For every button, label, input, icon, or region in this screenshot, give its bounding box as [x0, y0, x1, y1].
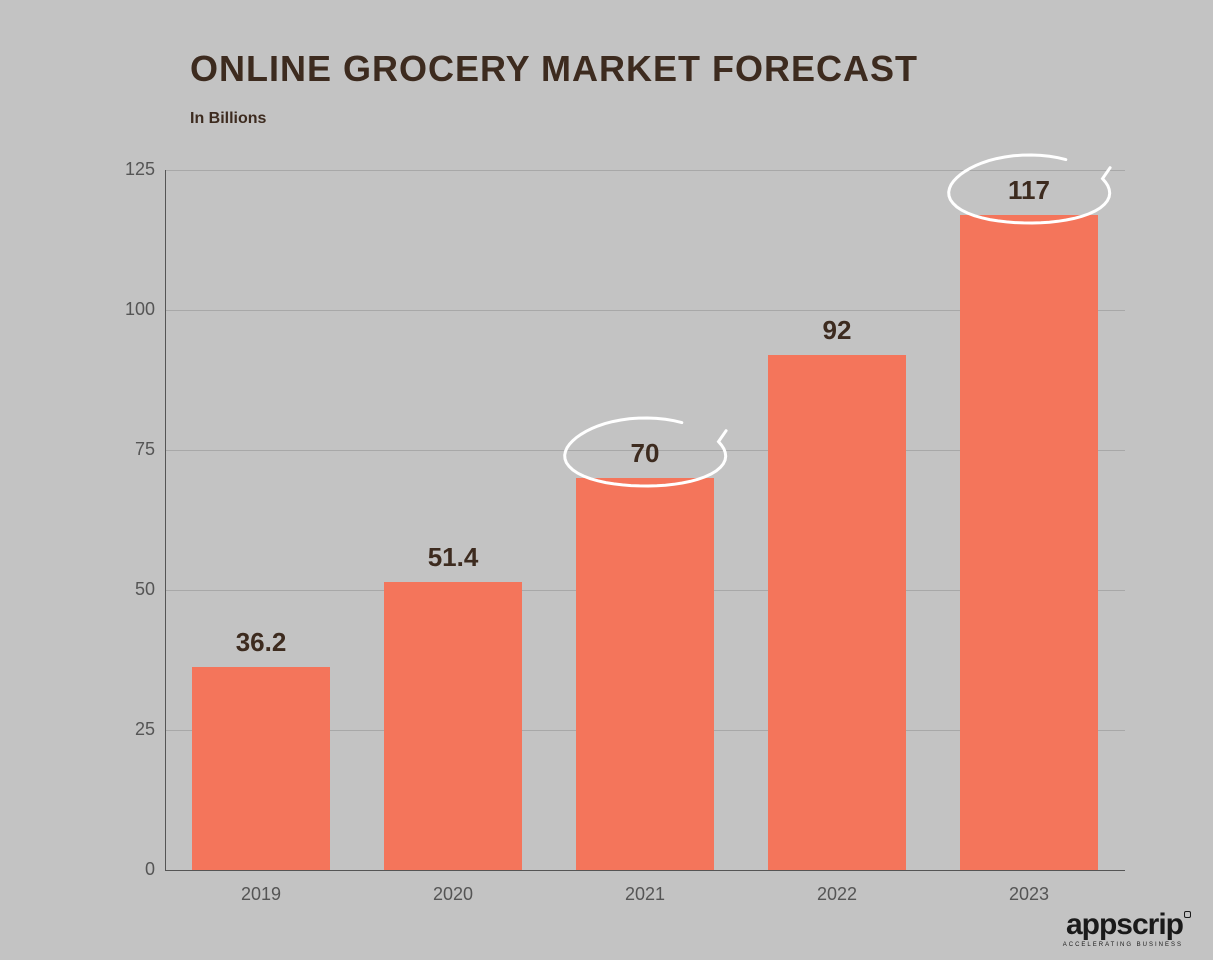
bar-value-label: 36.2 — [192, 627, 330, 658]
x-tick-label: 2023 — [933, 884, 1125, 905]
y-tick-label: 25 — [95, 719, 155, 740]
bar-value-label: 70 — [576, 438, 714, 469]
y-tick-label: 125 — [95, 159, 155, 180]
bar — [576, 478, 714, 870]
y-axis — [165, 170, 166, 870]
bar — [192, 667, 330, 870]
y-tick-label: 50 — [95, 579, 155, 600]
x-tick-label: 2020 — [357, 884, 549, 905]
bar — [384, 582, 522, 870]
bar — [960, 215, 1098, 870]
brand-tagline: ACCELERATING BUSINESS — [1063, 942, 1183, 948]
bar — [768, 355, 906, 870]
x-tick-label: 2019 — [165, 884, 357, 905]
x-axis — [165, 870, 1125, 871]
logo-mark-icon — [1184, 911, 1191, 918]
bar-value-label: 51.4 — [384, 542, 522, 573]
x-tick-label: 2022 — [741, 884, 933, 905]
x-tick-label: 2021 — [549, 884, 741, 905]
chart-title: ONLINE GROCERY MARKET FORECAST — [190, 48, 918, 90]
bar-value-label: 92 — [768, 315, 906, 346]
y-tick-label: 75 — [95, 439, 155, 460]
chart-subtitle: In Billions — [190, 110, 266, 128]
bar-value-label: 117 — [960, 175, 1098, 206]
y-tick-label: 0 — [95, 859, 155, 880]
gridline — [165, 170, 1125, 171]
chart-canvas: ONLINE GROCERY MARKET FORECAST In Billion… — [0, 0, 1213, 960]
brand-logo: appscrip — [1066, 908, 1183, 942]
y-tick-label: 100 — [95, 299, 155, 320]
